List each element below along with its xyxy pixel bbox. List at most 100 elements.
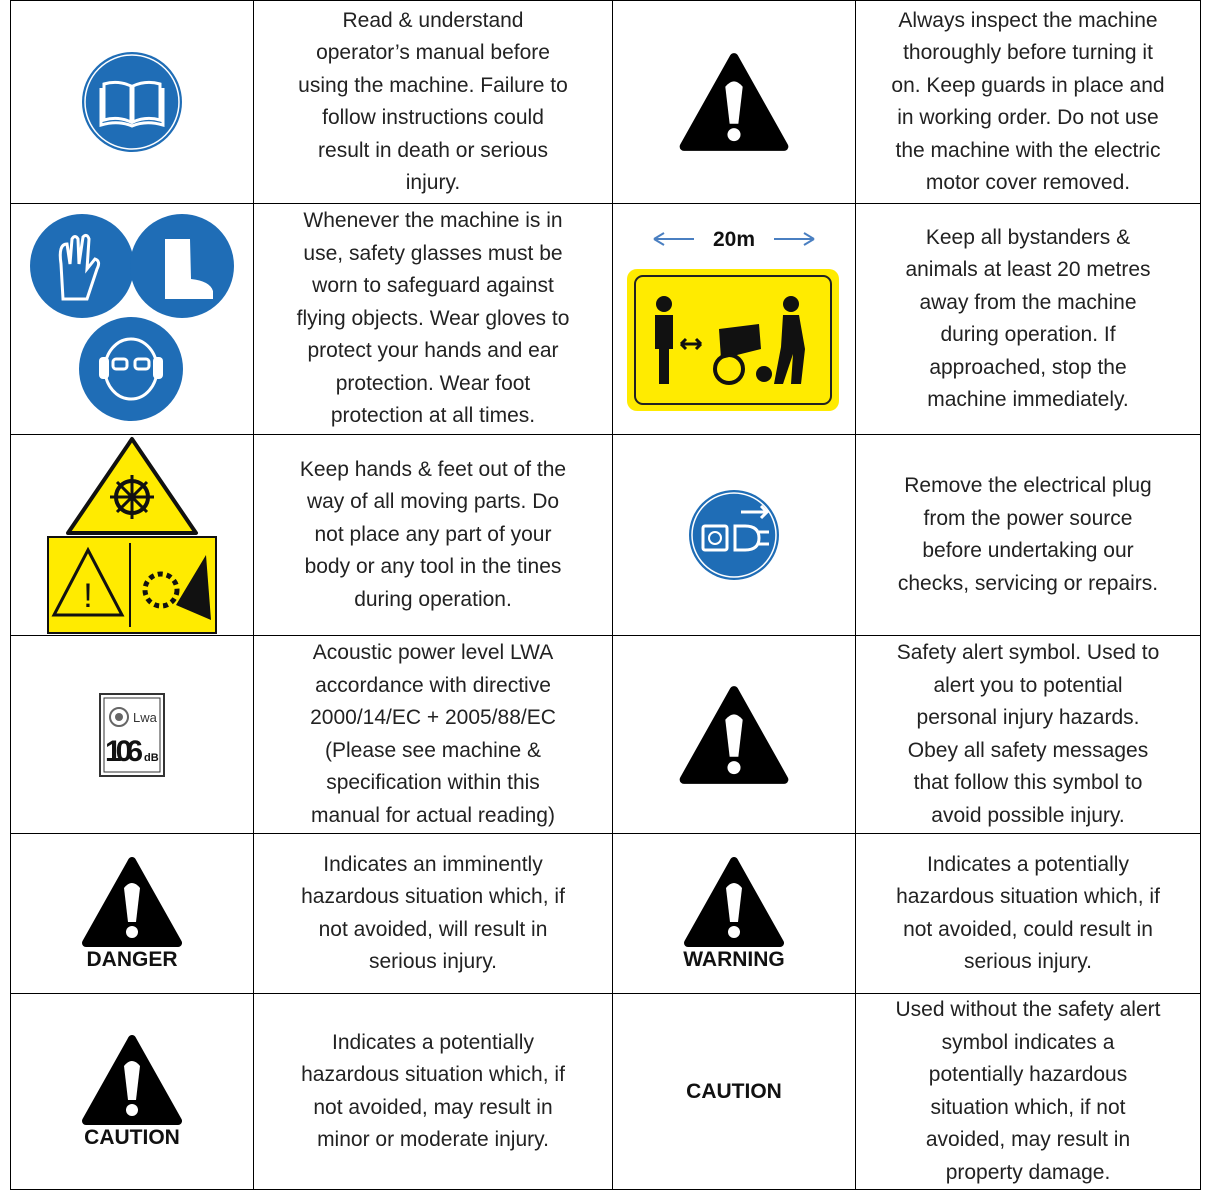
icon-cell: Lwa 106 dB bbox=[10, 635, 254, 834]
text-line: using the machine. Failure to bbox=[298, 73, 568, 97]
unplug-icon bbox=[689, 490, 779, 580]
text-line: not avoided, could result in bbox=[903, 917, 1153, 941]
text-line: away from the machine bbox=[919, 290, 1137, 314]
text-line: use, safety glasses must be bbox=[303, 241, 563, 265]
text-line: specification within this bbox=[326, 771, 540, 794]
text-cell: Indicates an imminently hazardous situati… bbox=[253, 833, 613, 994]
text-line: checks, servicing or repairs. bbox=[897, 571, 1159, 595]
text-line: minor or moderate injury. bbox=[317, 1128, 549, 1151]
row: ! Keep hands & feet out of the way of all… bbox=[10, 434, 1201, 636]
text-cell: Keep hands & feet out of the way of all m… bbox=[253, 434, 613, 636]
text-line: alert you to potential bbox=[933, 673, 1123, 697]
alert-icon bbox=[82, 1034, 182, 1126]
text-cell: Remove the electrical plug from the power… bbox=[855, 434, 1201, 636]
safety-table: Read & understand operator’s manual befor… bbox=[10, 0, 1201, 1190]
text-line: Indicates a potentially bbox=[332, 1030, 534, 1054]
text-line: Keep hands & feet out of the bbox=[299, 457, 567, 481]
text-cell: Keep all bystanders & animals at least 20… bbox=[855, 203, 1201, 435]
icon-cell bbox=[612, 0, 856, 204]
text-line: machine immediately. bbox=[927, 388, 1129, 411]
text-line: Indicates a potentially bbox=[927, 852, 1129, 876]
noise-label: Lwa 106 dB bbox=[99, 692, 165, 777]
text-line: accordance with directive bbox=[315, 673, 551, 697]
text-line: protection at all times. bbox=[330, 404, 536, 428]
distance-label: 20m bbox=[713, 228, 755, 251]
text-cell: Used without the safety alert symbol indi… bbox=[855, 993, 1201, 1190]
text-line: serious injury. bbox=[964, 950, 1092, 973]
text-line: during operation. bbox=[354, 587, 512, 611]
text-line: before undertaking our bbox=[922, 539, 1134, 562]
text-cell: Read & understand operator’s manual befor… bbox=[253, 0, 613, 204]
text-line: Safety alert symbol. Used to bbox=[896, 641, 1160, 664]
svg-text:!: ! bbox=[83, 577, 92, 615]
text-cell: Whenever the machine is in use, safety gl… bbox=[253, 203, 613, 435]
text-line: Indicates an imminently bbox=[323, 852, 543, 876]
text-line: hazardous situation which, if bbox=[301, 1063, 565, 1086]
text-cell: Indicates a potentially hazardous situati… bbox=[855, 833, 1201, 994]
text-line: avoided, may result in bbox=[925, 1128, 1131, 1151]
alert-icon bbox=[82, 856, 182, 948]
text-cell: Acoustic power level LWA accordance with … bbox=[253, 635, 613, 834]
text-line: animals at least 20 metres bbox=[905, 258, 1151, 281]
text-line: not avoided, will result in bbox=[318, 917, 548, 941]
text-line: not place any part of your bbox=[314, 522, 552, 546]
signal-word: WARNING bbox=[683, 947, 785, 971]
text-line: hazardous situation which, if bbox=[301, 885, 565, 908]
text-line: follow instructions could bbox=[322, 106, 544, 129]
text-line: (Please see machine & bbox=[325, 738, 541, 762]
text-line: symbol indicates a bbox=[941, 1030, 1115, 1054]
icon-cell: CAUTION bbox=[612, 993, 856, 1190]
text-line: in working order. Do not use bbox=[897, 106, 1159, 129]
alert-icon bbox=[684, 856, 784, 948]
ppe-icons bbox=[29, 214, 234, 421]
text-line: protection. Wear foot bbox=[335, 371, 531, 395]
text-line: property damage. bbox=[945, 1160, 1111, 1184]
text-line: serious injury. bbox=[369, 950, 497, 973]
text-line: 2000/14/EC + 2005/88/EC bbox=[310, 706, 556, 729]
text-line: avoid possible injury. bbox=[931, 803, 1125, 827]
text-line: thoroughly before turning it bbox=[903, 41, 1153, 64]
text-line: on. Keep guards in place and bbox=[891, 73, 1165, 97]
text-line: Read & understand bbox=[342, 8, 524, 32]
moving-parts-sign: ! bbox=[47, 437, 217, 634]
text-line: approached, stop the bbox=[929, 355, 1127, 379]
icon-cell: WARNING bbox=[612, 833, 856, 994]
icon-cell: 20m bbox=[612, 203, 856, 435]
manual-icon bbox=[82, 52, 182, 152]
text-line: potentially hazardous bbox=[928, 1063, 1128, 1086]
text-line: not avoided, may result in bbox=[313, 1095, 553, 1119]
icon-cell bbox=[612, 434, 856, 636]
text-line: that follow this symbol to bbox=[913, 771, 1143, 794]
text-line: way of all moving parts. Do bbox=[306, 490, 560, 514]
signal-word: CAUTION bbox=[686, 1079, 782, 1103]
text-line: injury. bbox=[405, 171, 461, 194]
text-line: protect your hands and ear bbox=[307, 339, 559, 363]
text-line: result in death or serious bbox=[318, 138, 548, 162]
text-line: operator’s manual before bbox=[316, 41, 550, 64]
text-cell: Safety alert symbol. Used to alert you to… bbox=[855, 635, 1201, 834]
distance-sign: 20m bbox=[627, 228, 839, 411]
text-line: Acoustic power level LWA bbox=[312, 641, 554, 664]
text-line: Remove the electrical plug bbox=[904, 474, 1152, 497]
text-line: Always inspect the machine bbox=[898, 8, 1158, 32]
icon-cell: DANGER bbox=[10, 833, 254, 994]
text-line: Used without the safety alert bbox=[895, 998, 1161, 1021]
signal-word: DANGER bbox=[86, 947, 178, 971]
row: Read & understand operator’s manual befor… bbox=[10, 0, 1201, 204]
lwa-text: Lwa bbox=[133, 710, 158, 725]
text-line: situation which, if not bbox=[930, 1095, 1126, 1119]
icon-cell: CAUTION bbox=[10, 993, 254, 1190]
text-line: body or any tool in the tines bbox=[304, 555, 562, 579]
text-line: hazardous situation which, if bbox=[896, 885, 1160, 908]
icon-cell bbox=[10, 203, 254, 435]
text-cell: Indicates a potentially hazardous situati… bbox=[253, 993, 613, 1190]
text-line: flying objects. Wear gloves to bbox=[296, 306, 570, 330]
text-line: from the power source bbox=[923, 506, 1133, 530]
alert-icon bbox=[679, 685, 789, 785]
row: Lwa 106 dB Acoustic power level LWA accor… bbox=[10, 635, 1201, 834]
icon-cell: ! bbox=[10, 434, 254, 636]
text-line: Keep all bystanders & bbox=[925, 225, 1131, 249]
row: Whenever the machine is in use, safety gl… bbox=[10, 203, 1201, 435]
text-line: the machine with the electric bbox=[895, 138, 1161, 162]
